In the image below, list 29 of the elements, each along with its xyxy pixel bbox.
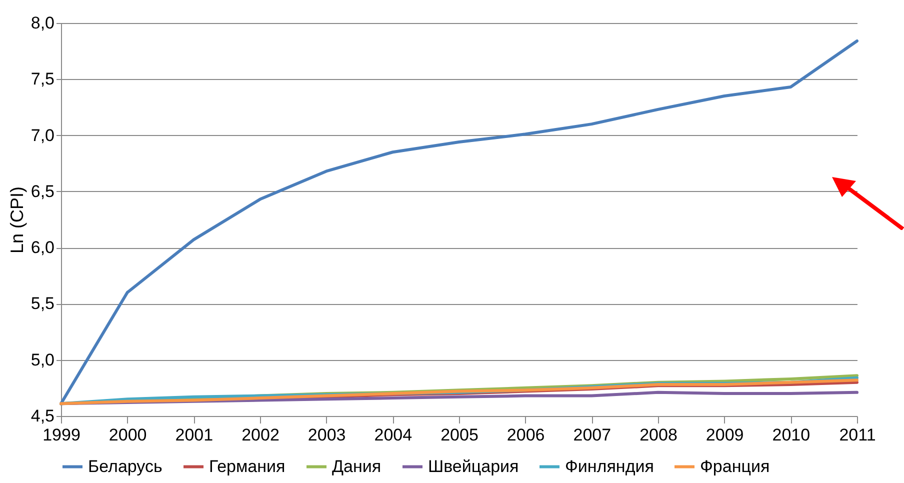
legend-label: Швейцария [428, 456, 519, 476]
y-tick-label: 7,5 [30, 70, 54, 89]
y-tick-label: 5,0 [30, 350, 54, 370]
y-tick-label: 6,0 [30, 238, 54, 258]
legend-label: Германия [209, 456, 286, 476]
x-tick-label: 2008 [640, 426, 678, 444]
x-tick-label: 2006 [506, 426, 545, 444]
x-tick-label: 2009 [706, 426, 744, 444]
x-tick-label: 2004 [374, 426, 412, 444]
y-tick-label: 7,0 [30, 126, 54, 145]
legend-label: Беларусь [88, 456, 162, 476]
x-tick-label: 2011 [839, 426, 876, 444]
line-series [60, 39, 858, 406]
legend-label: Франция [700, 456, 770, 476]
x-tick-label: 2001 [175, 426, 214, 444]
x-tick-label: 2000 [108, 426, 147, 444]
x-tick-label: 1999 [42, 426, 80, 444]
x-tick-label: 2010 [772, 426, 810, 444]
x-tick-label: 2005 [440, 426, 478, 444]
legend-label: Финляндия [565, 456, 654, 476]
y-axis-title: Ln (CPI) [6, 186, 27, 254]
y-tick-label: 4,5 [30, 406, 54, 426]
y-tick-label: 5,5 [30, 294, 54, 314]
x-tick-label: 2002 [242, 426, 280, 444]
x-tick-label: 2003 [308, 426, 346, 444]
y-tick-label: 8,0 [30, 14, 54, 32]
y-tick-label: 6,5 [30, 182, 54, 201]
x-tick-label: 2007 [573, 426, 612, 444]
legend-label: Дания [332, 456, 382, 476]
